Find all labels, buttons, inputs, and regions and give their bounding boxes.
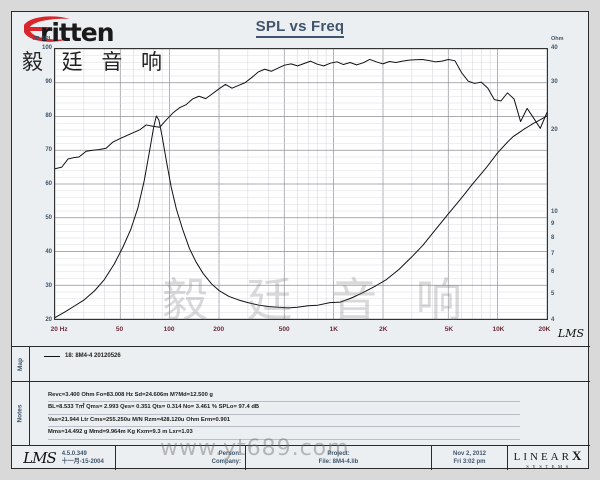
- legend-line-icon: [44, 355, 60, 357]
- x-axis-tick: 5K: [444, 326, 454, 333]
- footer-date-cell: Nov 2, 2012 Fri 3:02 pm: [432, 446, 508, 470]
- footer-file-label: File: 8M4-4.lib: [318, 459, 359, 465]
- notes-line-4: Mms=14.492 g Mmd=9.964m Kg Kxm=9.3 m Lxr…: [48, 427, 520, 440]
- y-axis-right-tick: 30: [551, 78, 558, 85]
- footer-build-date: 十一月-15-2004: [61, 459, 104, 465]
- y-axis-left-tick: 90: [45, 79, 52, 85]
- map-legend: 18: 8M4-4 20120526: [30, 347, 590, 381]
- y-axis-right-tick: 5: [551, 290, 555, 297]
- x-axis-tick: 100: [163, 326, 175, 333]
- vendor-x: X: [571, 447, 585, 463]
- brand-swoosh-icon: [24, 16, 70, 42]
- map-side-label: Map: [17, 357, 24, 371]
- y-axis-left-label: dB SPL: [32, 36, 52, 42]
- x-axis-tick: 1K: [329, 326, 338, 333]
- legend-label: 18: 8M4-4 20120526: [65, 353, 121, 359]
- footer-project-label: Project:: [327, 450, 350, 457]
- notes-line-3: Vas=21.944 Ltr Cms=255.250u M/N Rzm=428.…: [48, 415, 520, 428]
- watermark-top: 毅 廷 音 响: [22, 50, 169, 74]
- map-side-caption: Map: [12, 347, 30, 381]
- footer-version-block: 4.5.0.349 十一月-15-2004: [62, 450, 104, 467]
- y-axis-left-tick: 50: [45, 215, 52, 221]
- brand-word: ritten: [40, 18, 115, 47]
- y-axis-right-tick: 9: [551, 221, 555, 228]
- x-axis-tick: 20 Hz: [50, 326, 68, 333]
- x-axis-tick: 500: [278, 326, 290, 333]
- y-axis-left-tick: 60: [45, 181, 52, 187]
- y-axis-left-tick: 40: [45, 249, 52, 255]
- x-axis-tick: 20K: [538, 326, 551, 333]
- y-axis-right-tick: 8: [551, 235, 555, 242]
- y-axis-right: Ohm 40 30 20 10 9 8 7 6 5 4: [548, 36, 580, 323]
- page-title-text: SPL vs Freq: [255, 18, 345, 38]
- y-axis-right-tick: 40: [551, 45, 558, 51]
- y-axis-right-tick: 7: [551, 250, 555, 257]
- footer-date: Nov 2, 2012: [452, 450, 487, 457]
- vendor-name: LINEAR: [513, 450, 572, 463]
- chart-canvas[interactable]: [54, 48, 548, 320]
- y-axis-left-tick: 70: [45, 147, 52, 153]
- notes-line-2: BL=8.533 T㎡ Qms= 2.993 Qes= 0.351 Qts= 0…: [48, 402, 520, 415]
- footer-person-cell[interactable]: Person: Company:: [116, 446, 246, 470]
- footer-vendor-cell: LINEARX SYSTEMS: [508, 446, 590, 470]
- footer: LMS 4.5.0.349 十一月-15-2004 Person: Compan…: [12, 446, 590, 470]
- y-axis-right-tick: 6: [551, 269, 555, 276]
- y-axis-right-tick: 20: [551, 126, 558, 133]
- notes-side-label: Notes: [17, 404, 24, 423]
- lms-logo: LMS: [23, 449, 57, 467]
- header: ritten SPL vs Freq: [12, 12, 588, 48]
- y-axis-right-tick: 4: [551, 317, 555, 323]
- x-axis-tick: 2K: [379, 326, 388, 333]
- brand-logo: ritten: [18, 14, 178, 48]
- report-sheet: ritten SPL vs Freq 毅 廷 音 响 毅 廷 音 响 www.y…: [11, 11, 590, 470]
- x-axis-tick: 200: [213, 326, 225, 333]
- footer-version: 4.5.0.349: [61, 450, 87, 457]
- x-axis-tick: 10K: [492, 326, 505, 333]
- page-title: SPL vs Freq: [12, 18, 588, 38]
- notes-body: Revc=3.400 Ohm Fo=83.008 Hz Sd=24.606m M…: [30, 382, 590, 445]
- y-axis-left-tick: 30: [45, 283, 52, 289]
- chart-svg: [55, 49, 547, 319]
- list-item[interactable]: 18: 8M4-4 20120526: [44, 353, 590, 359]
- footer-person-label: Person:: [218, 450, 241, 457]
- vendor-logo: LINEARX: [514, 448, 585, 464]
- notes-strip: Notes Revc=3.400 Ohm Fo=83.008 Hz Sd=24.…: [12, 382, 590, 446]
- footer-time: Fri 3:02 pm: [453, 459, 486, 465]
- notes-side-caption: Notes: [12, 382, 30, 445]
- footer-app-cell: LMS 4.5.0.349 十一月-15-2004: [12, 446, 116, 470]
- y-axis-left-tick: 20: [45, 317, 52, 323]
- y-axis-right-label: Ohm: [551, 36, 564, 42]
- footer-project-cell[interactable]: Project: File: 8M4-4.lib: [246, 446, 432, 470]
- y-axis-left-tick: 100: [41, 45, 52, 51]
- x-axis-tick: 50: [115, 326, 124, 333]
- chart-lms-mark: LMS: [557, 327, 584, 340]
- y-axis-right-tick: 10: [551, 208, 558, 215]
- plot-area: dB SPL 100 90 80 70 60 50 40 30 20 Ohm 40 30 20 10 9…: [12, 36, 590, 344]
- y-axis-left-tick: 80: [45, 113, 52, 119]
- notes-line-1: Revc=3.400 Ohm Fo=83.008 Hz Sd=24.606m M…: [48, 390, 520, 403]
- footer-company-label: Company:: [211, 459, 241, 465]
- map-strip: Map 18: 8M4-4 20120526: [12, 346, 590, 382]
- vendor-sub: SYSTEMS: [526, 463, 572, 469]
- y-axis-left: dB SPL 100 90 80 70 60 50 40 30 20: [30, 36, 54, 323]
